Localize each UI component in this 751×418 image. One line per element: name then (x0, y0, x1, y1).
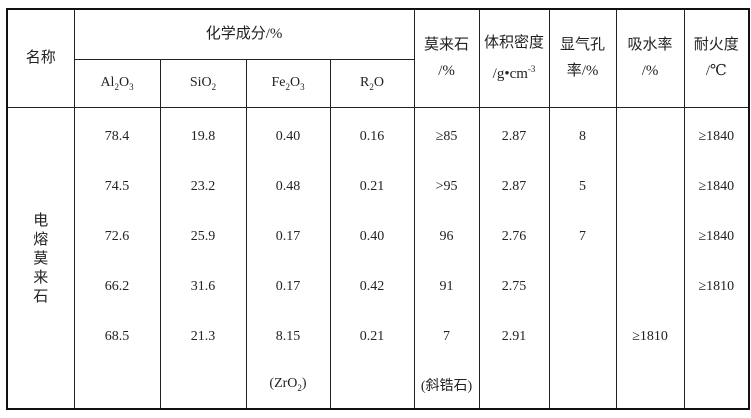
table-row: 74.5 23.2 0.48 0.21 >95 2.87 5 ≥1840 (7, 161, 750, 212)
table-cell: 8 (548, 107, 617, 162)
table-row: 66.2 31.6 0.17 0.42 91 2.75 ≥1810 (7, 261, 750, 312)
table-row: 电熔莫来石 78.4 19.8 0.40 0.16 ≥85 2.87 8 ≥1840 (6, 107, 750, 409)
header-mullite: 莫来石/% (413, 8, 480, 108)
table-cell: ≥1840 (683, 107, 750, 162)
header-chem-col: Al2O3 (73, 58, 161, 108)
table-cell (615, 211, 685, 262)
table-cell: 2.75 (478, 261, 550, 312)
table-row: 68.5 21.3 8.15 0.21 7 2.91 ≥1810 (7, 311, 750, 362)
table-cell (615, 261, 685, 312)
table-cell: 7 (413, 311, 480, 362)
table-cell: 91 (413, 261, 480, 312)
header-refractoriness: 耐火度/℃ (683, 8, 750, 108)
empty-cell (615, 361, 685, 409)
header-name: 名称 (6, 8, 75, 108)
table-cell (683, 311, 750, 362)
header-chemical-composition: 化学成分/% (73, 8, 415, 60)
table-cell: 2.87 (478, 107, 550, 162)
baddeleyite-note: (斜锆石) (413, 361, 480, 409)
table-cell: 21.3 (159, 311, 247, 362)
header-chem-col: R2O (329, 58, 415, 108)
empty-cell (683, 361, 750, 409)
table-cell: 78.4 (73, 107, 161, 162)
table-cell: 0.21 (329, 161, 415, 212)
row-label: 电熔莫来石 (6, 107, 75, 409)
table-row: 72.6 25.9 0.17 0.40 96 2.76 7 ≥1840 (7, 211, 750, 262)
empty-cell (478, 361, 550, 409)
table-cell: 0.40 (329, 211, 415, 262)
table-cell: 19.8 (159, 107, 247, 162)
header-chem-col: SiO2 (159, 58, 247, 108)
header-water-absorption: 吸水率/% (615, 8, 685, 108)
table-cell: 0.21 (329, 311, 415, 362)
table-cell: 0.42 (329, 261, 415, 312)
table-cell: 5 (548, 161, 617, 212)
table-cell: 0.17 (245, 261, 331, 312)
table-cell: 0.40 (245, 107, 331, 162)
table-cell: 0.17 (245, 211, 331, 262)
table-cell: ≥1840 (683, 161, 750, 212)
empty-cell (159, 361, 247, 409)
header-porosity: 显气孔 率/% (548, 8, 617, 108)
table-cell: 7 (548, 211, 617, 262)
table-cell: ≥85 (413, 107, 480, 162)
table-cell: ≥1810 (683, 261, 750, 312)
header-chem-col: Fe2O3 (245, 58, 331, 108)
table-cell: 96 (413, 211, 480, 262)
table-cell: 0.48 (245, 161, 331, 212)
table-cell (615, 107, 685, 162)
table-cell: ≥1840 (683, 211, 750, 262)
properties-table: 名称 化学成分/% 莫来石/% 体积密度/g•cm-3 显气孔 率/% 吸水率/%… (6, 8, 751, 410)
table-cell: 2.91 (478, 311, 550, 362)
table-cell: 23.2 (159, 161, 247, 212)
zro2-note: (ZrO2) (245, 361, 331, 409)
table-cell (548, 261, 617, 312)
table-cell: ≥1810 (615, 311, 685, 362)
empty-cell (329, 361, 415, 409)
empty-cell (73, 361, 161, 409)
table-cell: 68.5 (73, 311, 161, 362)
table-cell: 74.5 (73, 161, 161, 212)
table-cell: 0.16 (329, 107, 415, 162)
table-cell: 66.2 (73, 261, 161, 312)
table-cell: 2.76 (478, 211, 550, 262)
table-cell (548, 311, 617, 362)
table-cell: 72.6 (73, 211, 161, 262)
table-cell (615, 161, 685, 212)
header-bulk-density: 体积密度/g•cm-3 (478, 8, 550, 108)
table-cell: 25.9 (159, 211, 247, 262)
table-cell: 31.6 (159, 261, 247, 312)
table-cell: 2.87 (478, 161, 550, 212)
table-cell: >95 (413, 161, 480, 212)
empty-cell (548, 361, 617, 409)
note-row: (ZrO2) (斜锆石) (7, 361, 750, 409)
table-cell: 8.15 (245, 311, 331, 362)
